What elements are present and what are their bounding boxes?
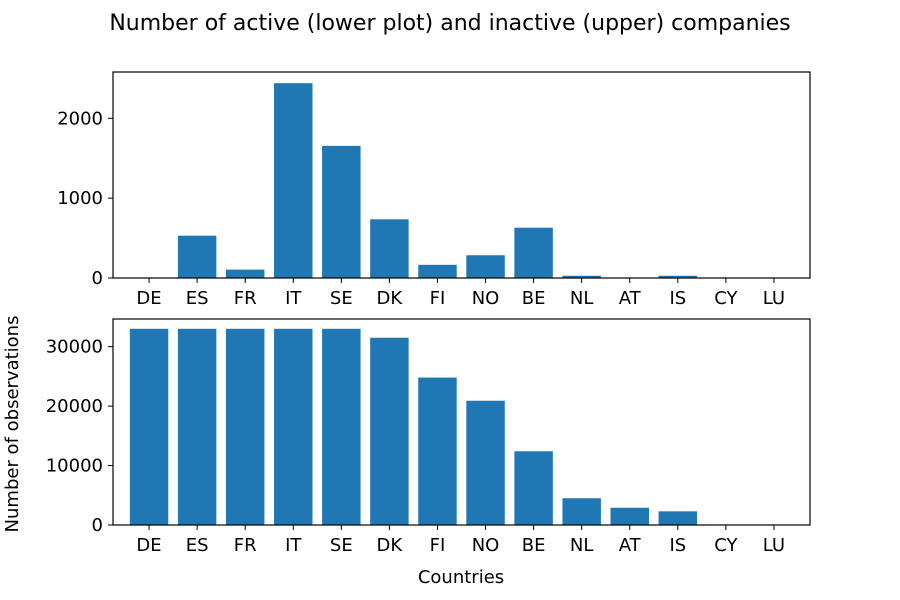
lower-bar-DK bbox=[370, 337, 409, 525]
lower-x-tick-label-BE: BE bbox=[522, 535, 546, 556]
lower-y-tick-label-0: 0 bbox=[92, 515, 103, 536]
lower-panel: DE ES FR IT SE DK FI NO BE NL AT IS CY LU 0 10000 20000 3… bbox=[46, 318, 811, 556]
upper-x-tick-label-SE: SE bbox=[330, 288, 353, 309]
lower-x-tick-label-IS: IS bbox=[669, 535, 686, 556]
lower-x-tick-label-CY: CY bbox=[714, 535, 738, 556]
upper-bar-FR bbox=[225, 269, 265, 278]
y-axis-label: Number of observations bbox=[2, 316, 23, 533]
upper-x-tick-label-NL: NL bbox=[570, 288, 594, 309]
upper-x-tick-label-AT: AT bbox=[619, 288, 642, 309]
lower-bar-FI bbox=[418, 377, 457, 525]
upper-bar-DK bbox=[370, 219, 409, 278]
lower-x-tick-label-ES: ES bbox=[186, 535, 209, 556]
upper-x-tick-label-LU: LU bbox=[763, 288, 785, 309]
upper-y-tick-label-2000: 2000 bbox=[57, 108, 103, 129]
lower-bar-AT bbox=[610, 507, 649, 525]
lower-x-tick-label-FI: FI bbox=[430, 535, 446, 556]
upper-y-tick-label-1000: 1000 bbox=[57, 188, 103, 209]
lower-bar-FR bbox=[225, 328, 265, 525]
lower-y-tick-label-30000: 30000 bbox=[46, 337, 103, 358]
lower-bar-IS bbox=[658, 511, 698, 525]
lower-x-tick-label-NL: NL bbox=[570, 535, 594, 556]
upper-x-tick-label-IS: IS bbox=[669, 288, 686, 309]
upper-bar-IS bbox=[658, 275, 698, 278]
lower-x-tick-label-SE: SE bbox=[330, 535, 353, 556]
lower-x-tick-label-IT: IT bbox=[285, 535, 302, 556]
lower-bar-ES bbox=[177, 328, 217, 525]
upper-x-tick-label-FR: FR bbox=[234, 288, 257, 309]
upper-y-tick-label-0: 0 bbox=[92, 268, 103, 289]
lower-axes-frame bbox=[112, 318, 811, 526]
upper-bar-NL bbox=[562, 275, 601, 278]
x-axis-label: Countries bbox=[418, 567, 504, 588]
lower-x-tick-label-FR: FR bbox=[234, 535, 257, 556]
upper-x-tick-label-DE: DE bbox=[136, 288, 161, 309]
upper-bar-BE bbox=[514, 227, 553, 278]
lower-bar-NO bbox=[466, 400, 505, 525]
figure-title: Number of active (lower plot) and inacti… bbox=[109, 11, 790, 36]
upper-bar-ES bbox=[177, 235, 217, 278]
upper-x-tick-label-CY: CY bbox=[714, 288, 738, 309]
lower-x-tick-label-NO: NO bbox=[472, 535, 500, 556]
upper-panel: DE ES FR IT SE DK FI NO BE NL AT IS CY LU 0 1000 2000 bbox=[57, 71, 811, 309]
upper-axes-frame bbox=[112, 71, 811, 279]
lower-x-tick-label-DK: DK bbox=[377, 535, 404, 556]
lower-bar-IT bbox=[274, 328, 313, 525]
lower-bar-SE bbox=[322, 328, 361, 525]
upper-x-tick-label-NO: NO bbox=[472, 288, 500, 309]
lower-x-tick-label-LU: LU bbox=[763, 535, 785, 556]
lower-bar-NL bbox=[562, 498, 601, 525]
upper-x-tick-label-FI: FI bbox=[430, 288, 446, 309]
lower-x-tick-label-AT: AT bbox=[619, 535, 642, 556]
lower-y-tick-label-10000: 10000 bbox=[46, 456, 103, 477]
upper-x-tick-label-DK: DK bbox=[377, 288, 404, 309]
upper-bar-IT bbox=[274, 83, 313, 279]
upper-bar-SE bbox=[322, 145, 361, 278]
upper-x-tick-label-ES: ES bbox=[186, 288, 209, 309]
upper-x-tick-label-IT: IT bbox=[285, 288, 302, 309]
lower-y-tick-label-20000: 20000 bbox=[46, 396, 103, 417]
lower-x-tick-label-DE: DE bbox=[136, 535, 161, 556]
upper-bar-NO bbox=[466, 255, 505, 278]
upper-bar-FI bbox=[418, 264, 457, 278]
lower-bar-DE bbox=[129, 328, 169, 525]
upper-x-tick-label-BE: BE bbox=[522, 288, 546, 309]
lower-bar-BE bbox=[514, 451, 553, 525]
